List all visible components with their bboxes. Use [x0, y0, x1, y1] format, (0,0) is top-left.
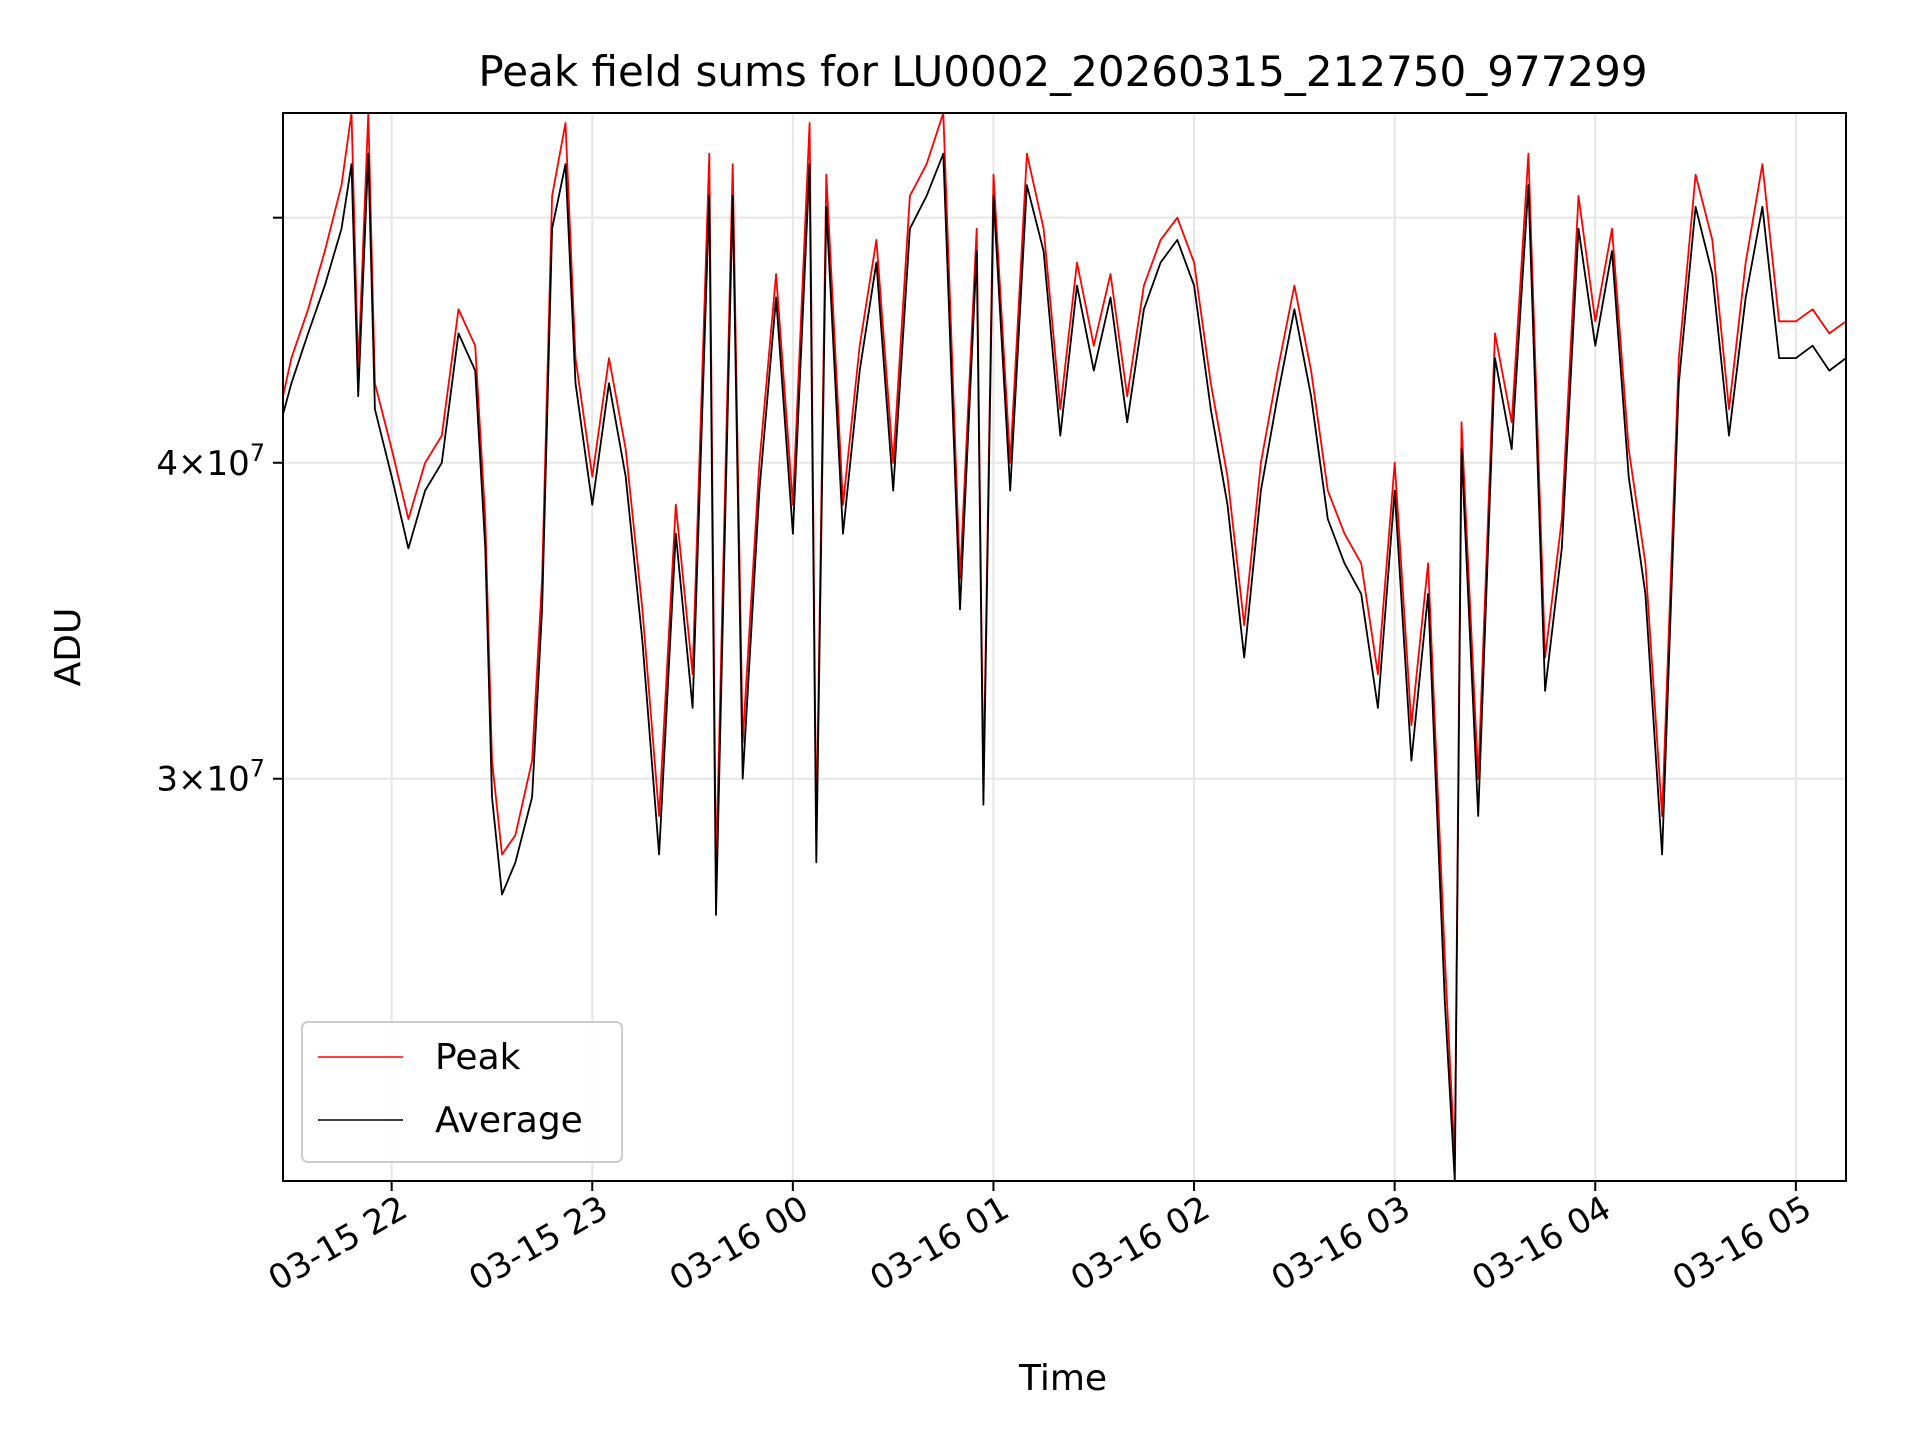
- grid: [283, 113, 1846, 1181]
- y-axis-label: ADU: [48, 608, 89, 687]
- chart-title: Peak field sums for LU0002_20260315_2127…: [478, 47, 1647, 96]
- x-axis-label: Time: [1018, 1358, 1107, 1399]
- plot-area-frame: [282, 112, 1847, 1182]
- legend-average-label: Average: [435, 1100, 583, 1141]
- series-line-peak: [282, 112, 1847, 1161]
- y-tick-label: 3×107: [156, 755, 265, 800]
- y-axis: 3×107 4×107: [156, 216, 283, 800]
- legend: Peak Average: [301, 1021, 623, 1163]
- series-group: [282, 112, 1847, 1182]
- y-tick-label: 4×107: [156, 439, 265, 484]
- legend-peak-label: Peak: [435, 1037, 521, 1078]
- series-line-average: [282, 152, 1847, 1182]
